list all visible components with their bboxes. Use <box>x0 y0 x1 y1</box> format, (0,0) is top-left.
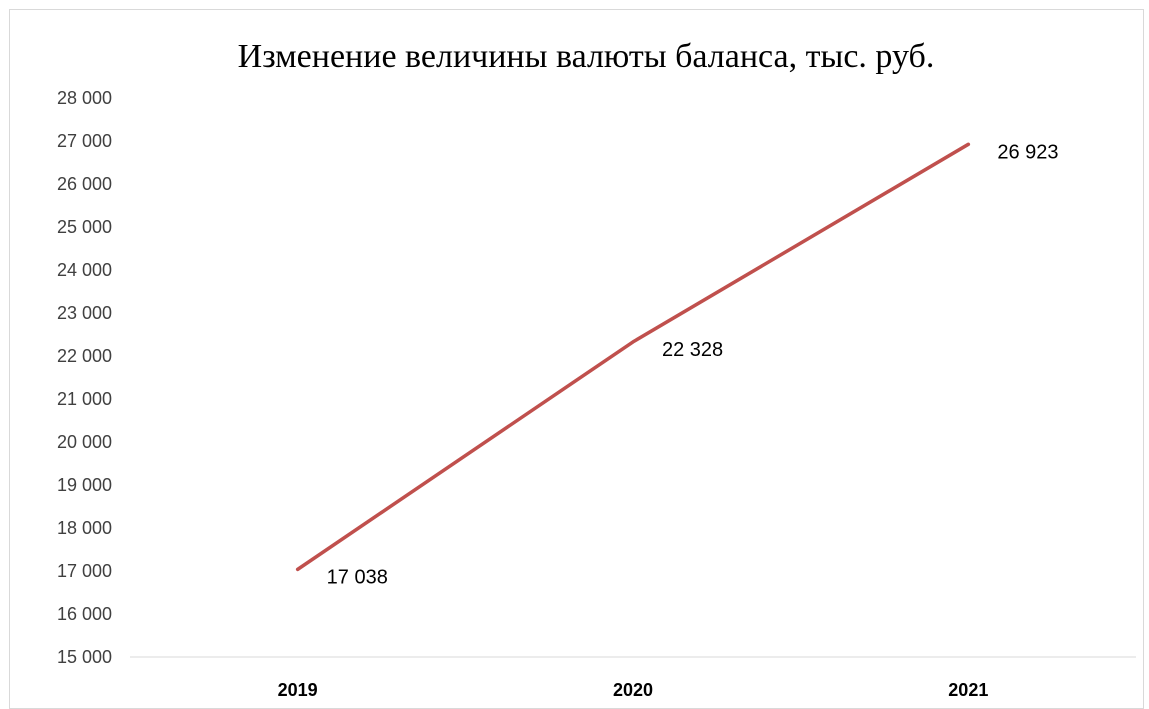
data-labels: 17 038 22 328 26 923 <box>327 141 1059 588</box>
data-label: 26 923 <box>997 141 1058 163</box>
y-tick-label: 26 000 <box>57 174 112 194</box>
y-tick-label: 19 000 <box>57 475 112 495</box>
chart-title: Изменение величины валюты баланса, тыс. … <box>238 38 935 75</box>
y-tick-label: 17 000 <box>57 561 112 581</box>
y-tick-label: 15 000 <box>57 647 112 667</box>
y-tick-label: 23 000 <box>57 303 112 323</box>
data-label: 17 038 <box>327 566 388 588</box>
x-tick-label: 2019 <box>278 680 318 699</box>
y-tick-label: 25 000 <box>57 217 112 237</box>
y-tick-label: 18 000 <box>57 518 112 538</box>
y-tick-label: 20 000 <box>57 432 112 452</box>
x-tick-label: 2021 <box>948 680 988 699</box>
data-label: 22 328 <box>662 339 723 361</box>
y-tick-label: 21 000 <box>57 389 112 409</box>
series-line <box>298 144 969 569</box>
x-tick-label: 2020 <box>613 680 653 699</box>
y-tick-label: 24 000 <box>57 260 112 280</box>
series-group <box>298 144 969 569</box>
y-tick-label: 22 000 <box>57 346 112 366</box>
y-tick-label: 27 000 <box>57 131 112 151</box>
x-axis: 2019 2020 2021 <box>278 680 989 699</box>
y-axis: 15 000 16 000 17 000 18 000 19 000 20 000 21 0… <box>57 88 112 667</box>
y-tick-label: 28 000 <box>57 88 112 108</box>
y-tick-label: 16 000 <box>57 604 112 624</box>
